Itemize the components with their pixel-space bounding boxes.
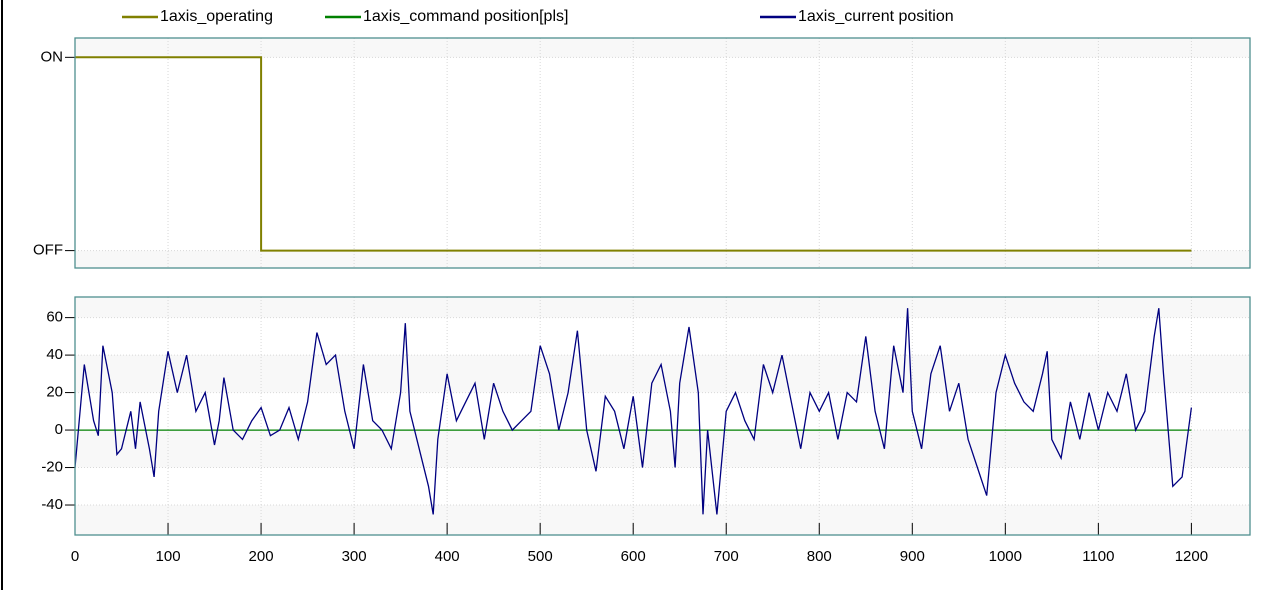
x-tick-label: 300 (342, 548, 367, 565)
plot-border (74, 296, 1251, 536)
band (75, 392, 1250, 431)
legend-label: 1axis_current position (798, 8, 954, 25)
x-tick-label: 200 (249, 548, 274, 565)
x-tick-label: 700 (714, 548, 739, 565)
band (75, 57, 1250, 251)
x-tick-label: 0 (71, 548, 79, 565)
y-tick-label: 40 (46, 346, 63, 363)
x-tick-label: 900 (900, 548, 925, 565)
x-tick-label: 1100 (1082, 548, 1114, 565)
x-tick-label: 600 (621, 548, 646, 565)
band (75, 467, 1250, 506)
y-tick-label: 60 (46, 309, 63, 326)
series-line (75, 56, 1192, 252)
y-tick-label: 20 (46, 384, 63, 401)
x-tick-label: 400 (435, 548, 460, 565)
y-tick-label: -40 (41, 496, 63, 513)
legend-label: 1axis_operating (160, 8, 273, 25)
x-tick-label: 1000 (989, 548, 1022, 565)
band (75, 317, 1250, 356)
y-tick-label: ON (41, 48, 64, 65)
series-line (74, 308, 1193, 515)
x-tick-label: 100 (156, 548, 181, 565)
x-tick-label: 800 (807, 548, 832, 565)
y-tick-label: -20 (41, 459, 63, 476)
y-tick-label: OFF (33, 242, 63, 259)
y-tick-label: 0 (55, 421, 63, 438)
plot-border (74, 37, 1251, 269)
x-tick-label: 500 (528, 548, 553, 565)
x-tick-label: 1200 (1175, 548, 1208, 565)
legend-label: 1axis_command position[pls] (363, 8, 568, 25)
